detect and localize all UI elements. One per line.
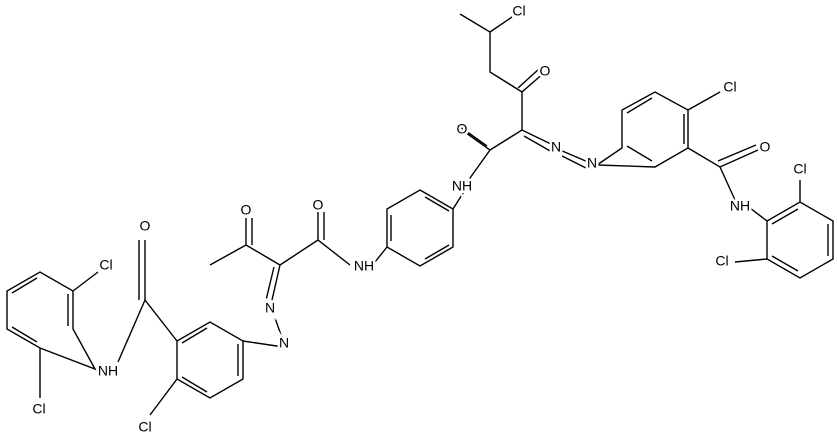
atom-label: NH <box>354 258 374 274</box>
atom-label: O <box>313 197 324 213</box>
atom-label: N <box>279 335 289 351</box>
atom-label: Cl <box>723 79 736 95</box>
atom-label: O <box>140 218 151 234</box>
bonds <box>6 13 834 416</box>
atom-label: N <box>265 300 275 316</box>
bond-lines <box>6 13 834 416</box>
atom-label: Cl <box>138 419 151 435</box>
atom-label: Cl <box>32 401 45 417</box>
atom-label: NH <box>730 198 750 214</box>
atom-label: O <box>241 202 252 218</box>
atom-label: O <box>457 121 468 137</box>
atom-label: N <box>551 139 561 155</box>
atom-label: Cl <box>99 257 112 273</box>
atom-label: NH <box>98 363 118 379</box>
atom-label: Cl <box>512 3 525 19</box>
atom-label: O <box>540 63 551 79</box>
atom-label: NH <box>452 178 472 194</box>
atom-label: Cl <box>793 161 806 177</box>
atom-label: N <box>587 155 597 171</box>
atom-label: O <box>760 139 771 155</box>
atom-labels: Cl O O NH N N Cl O NH Cl Cl O O NH N N O… <box>30 0 809 436</box>
atom-label: Cl <box>715 253 728 269</box>
